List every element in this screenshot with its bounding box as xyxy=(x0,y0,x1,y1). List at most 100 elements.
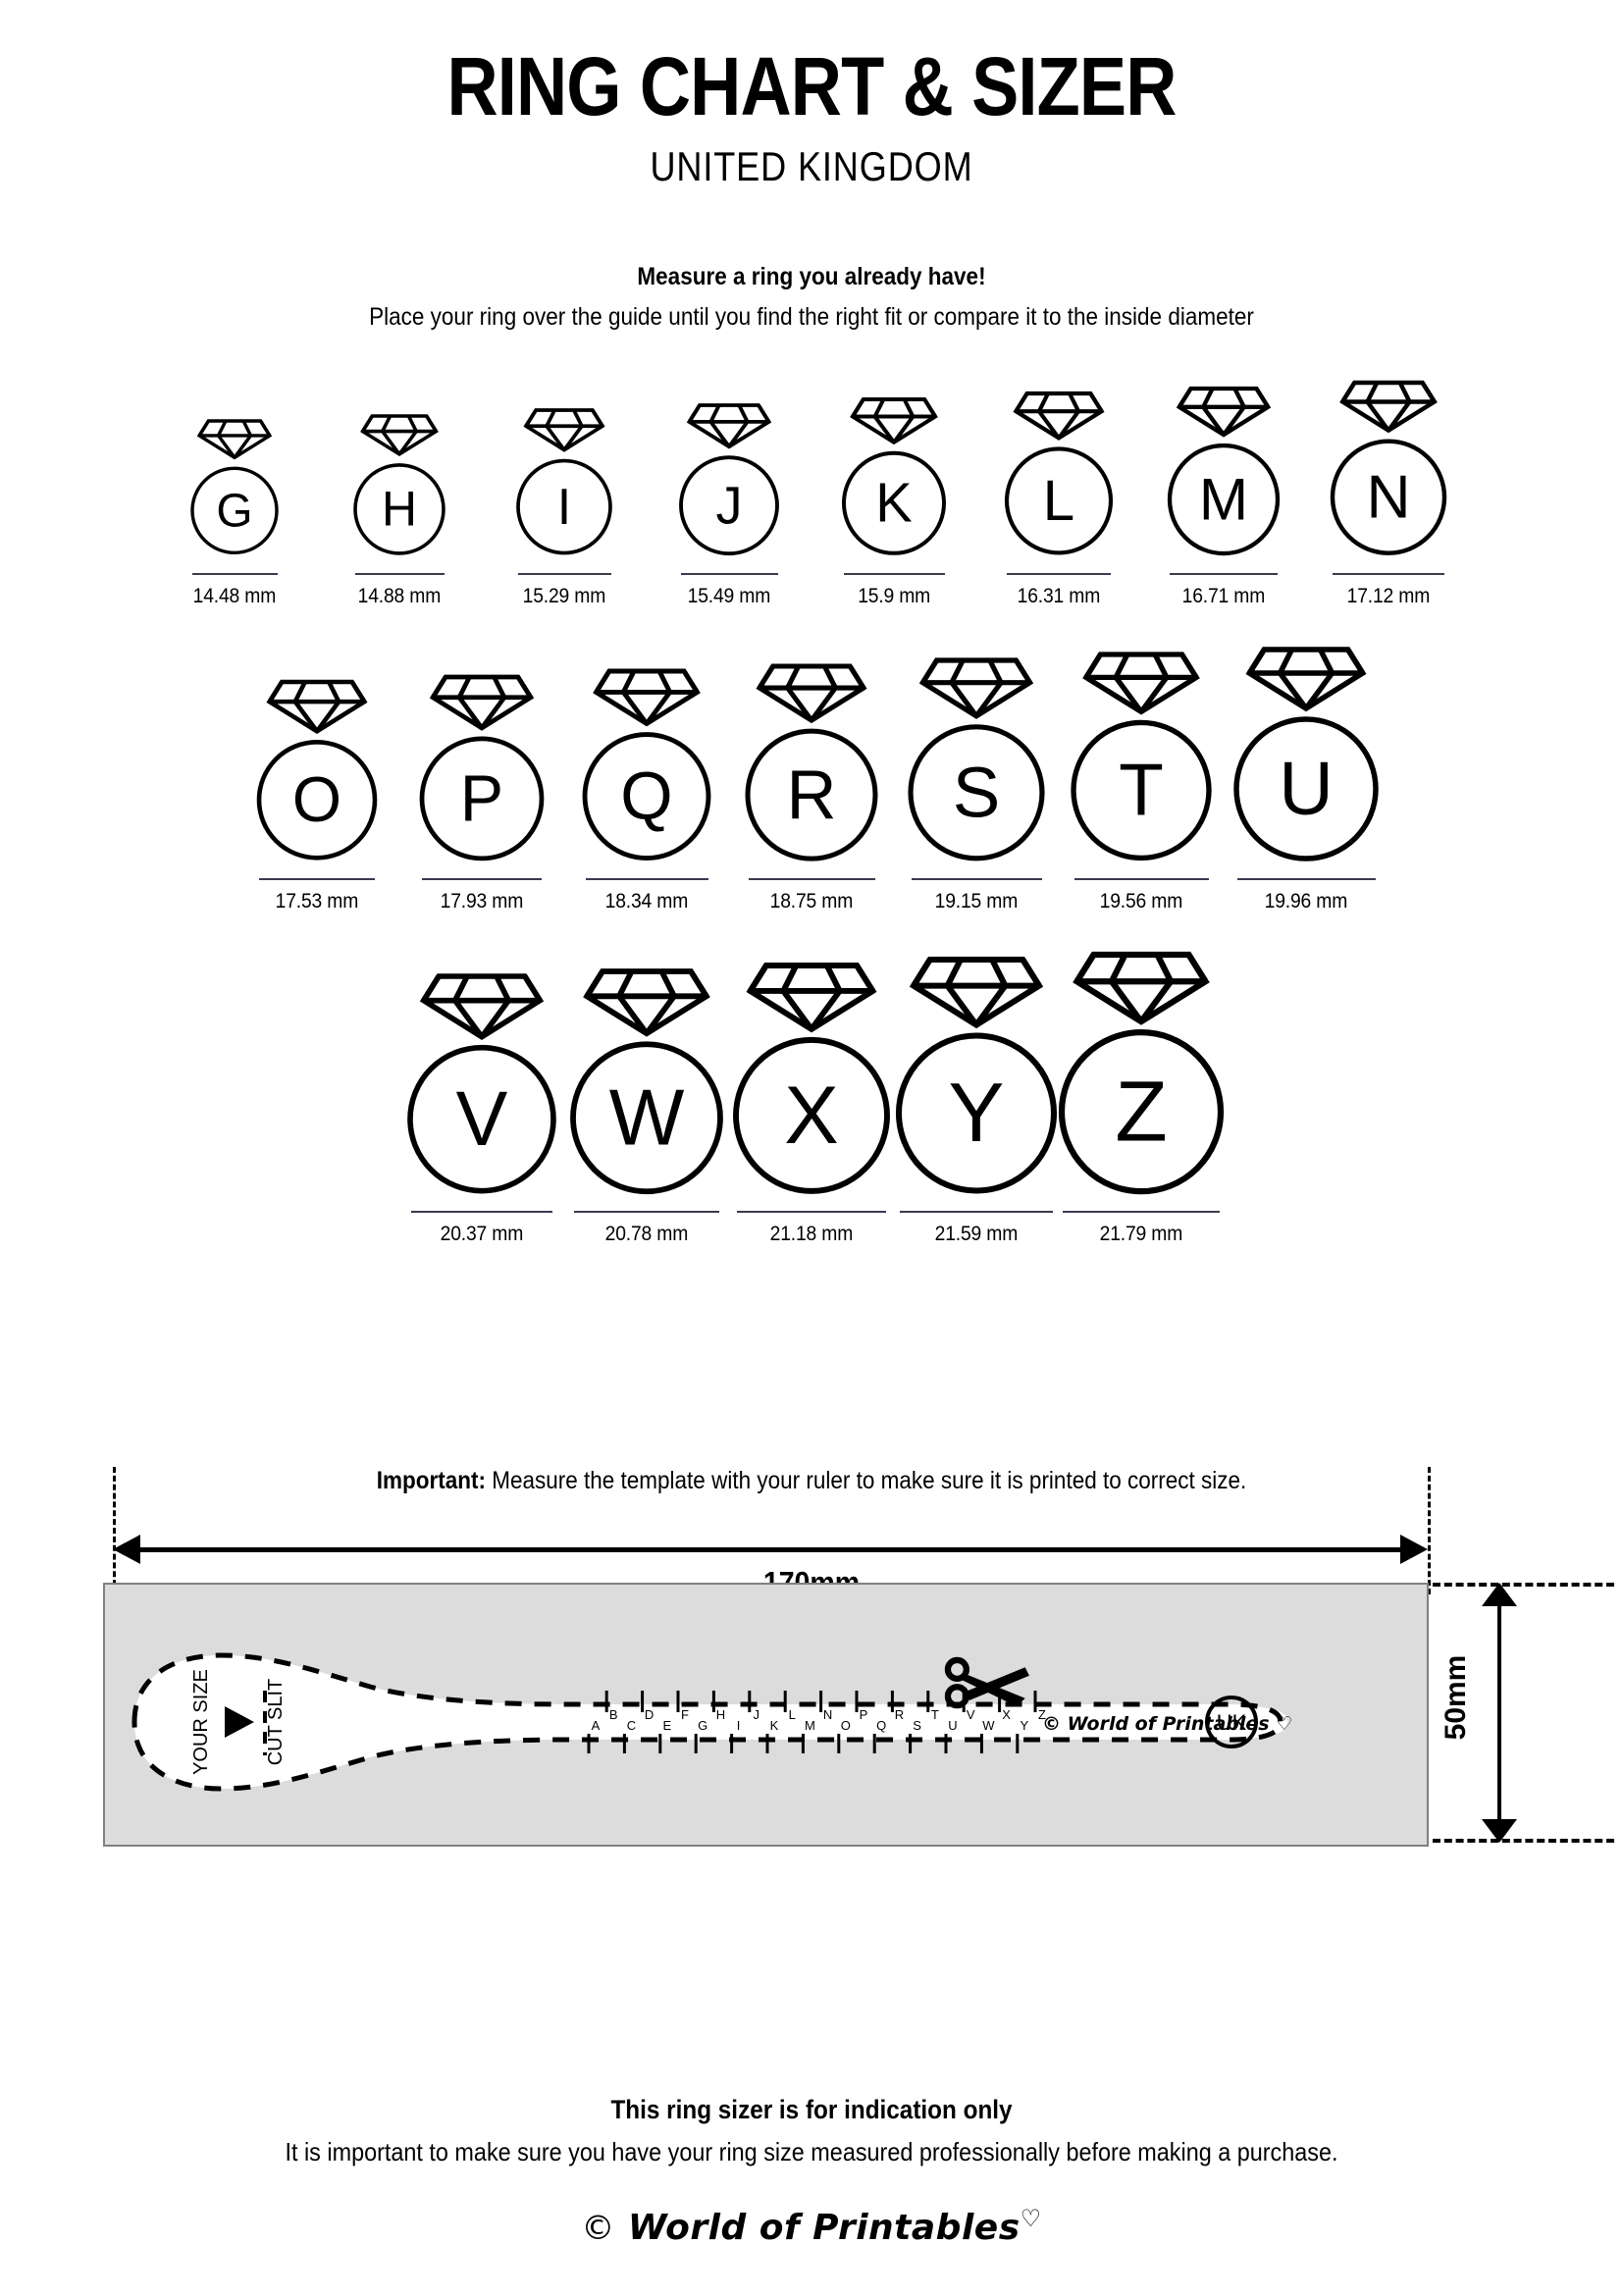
ring-icon: Q xyxy=(582,668,711,861)
ring-sizer-template[interactable]: YOUR SIZE CUT SLIT A C E G I K M O Q S U W Y B D F H J L N P… xyxy=(105,1585,1427,1845)
ring-diameter-label: 15.9 mm xyxy=(858,584,930,607)
ring-icon: P xyxy=(419,674,545,861)
scale-letter: T xyxy=(931,1707,939,1722)
ring-icon: I xyxy=(516,408,612,555)
ring-illustration: G xyxy=(176,417,293,562)
ring-icon: O xyxy=(256,680,378,861)
ring-row: O 17.53 mm P 17.93 mm Q 18.34 mm R 18.75 mm S 19.… xyxy=(0,646,1623,913)
ring-diameter-rule xyxy=(1007,572,1111,575)
footer-heading: This ring sizer is for indication only xyxy=(610,2095,1013,2124)
ring-illustration: X xyxy=(719,962,904,1201)
ring-diameter-rule xyxy=(191,572,278,575)
scale-letter: Y xyxy=(1020,1718,1028,1733)
page-title: RING CHART & SIZER xyxy=(446,40,1177,132)
scale-letter: P xyxy=(860,1707,868,1722)
ring-illustration: L xyxy=(990,390,1127,562)
ring-size-letter: Y xyxy=(949,1068,1005,1161)
important-label: Important: xyxy=(376,1467,486,1494)
ring-size-cell[interactable]: T 19.56 mm xyxy=(1059,651,1224,913)
scale-letter: D xyxy=(645,1707,654,1722)
cut-slit-label: CUT SLIT xyxy=(265,1679,287,1766)
ring-diameter-rule xyxy=(748,877,875,880)
ring-diameter-label: 21.18 mm xyxy=(769,1222,854,1245)
scale-letter: I xyxy=(737,1718,741,1733)
scale-letter: S xyxy=(913,1718,921,1733)
ring-size-cell[interactable]: Y 21.59 mm xyxy=(894,956,1059,1246)
scale-letter: Z xyxy=(1038,1707,1046,1722)
ring-diameter-label: 14.48 mm xyxy=(192,584,277,607)
ring-diameter-label: 18.75 mm xyxy=(769,889,854,913)
ring-diameter-label: 19.15 mm xyxy=(934,889,1019,913)
ring-illustration: N xyxy=(1316,379,1461,563)
ring-size-letter: U xyxy=(1279,747,1334,831)
ring-icon: G xyxy=(190,419,279,555)
ring-size-cell[interactable]: M 16.71 mm xyxy=(1141,385,1306,608)
footer-brand: © World of Printables♡ xyxy=(0,2205,1623,2248)
ring-icon: J xyxy=(679,402,779,555)
important-note: Important: Measure the template with you… xyxy=(81,1467,1543,1495)
ring-size-cell[interactable]: K 15.9 mm xyxy=(812,395,976,608)
ring-icon: N xyxy=(1330,380,1447,555)
ring-illustration: Q xyxy=(568,667,725,868)
ring-size-cell[interactable]: I 15.29 mm xyxy=(482,406,647,608)
height-dimension: 50mm xyxy=(1425,1583,1621,1843)
ring-diameter-rule xyxy=(1170,572,1278,575)
ring-size-cell[interactable]: W 20.78 mm xyxy=(564,967,729,1246)
ring-size-cell[interactable]: V 20.37 mm xyxy=(399,972,564,1246)
ring-diameter-label: 16.71 mm xyxy=(1181,584,1266,607)
ring-diameter-rule xyxy=(737,1210,886,1213)
cut-outline xyxy=(131,1652,1283,1792)
instructions-heading: Measure a ring you already have! xyxy=(637,263,986,290)
footer-detail: It is important to make sure you have yo… xyxy=(285,2137,1338,2166)
scale-letter: F xyxy=(681,1707,689,1722)
sizer-panel: YOUR SIZE CUT SLIT A C E G I K M O Q S U W Y B D F H J L N P… xyxy=(103,1583,1429,1847)
ring-illustration: U xyxy=(1220,646,1392,868)
ring-size-cell[interactable]: P 17.93 mm xyxy=(399,673,564,913)
ring-icon: Y xyxy=(895,957,1058,1194)
ring-size-cell[interactable]: L 16.31 mm xyxy=(976,390,1141,607)
ring-size-letter: W xyxy=(609,1073,685,1162)
ring-diameter-rule xyxy=(259,877,375,880)
ring-size-letter: P xyxy=(460,762,503,835)
ring-size-grid: G 14.48 mm H 14.88 mm I 15.29 mm J 15.49 mm K 15.… xyxy=(0,379,1623,1246)
scale-letter: B xyxy=(609,1707,618,1722)
ring-diameter-label: 20.78 mm xyxy=(604,1222,689,1245)
dimension-tick-left xyxy=(113,1467,116,1594)
ring-icon: K xyxy=(842,396,946,555)
ring-diameter-label: 15.49 mm xyxy=(687,584,771,607)
ring-size-cell[interactable]: Z 21.79 mm xyxy=(1058,951,1225,1246)
ring-size-cell[interactable]: O 17.53 mm xyxy=(235,678,399,913)
arrow-up-head-icon xyxy=(1482,1583,1517,1606)
ring-illustration: J xyxy=(664,401,794,563)
ring-illustration: R xyxy=(731,662,892,868)
height-dash-bottom xyxy=(1433,1839,1614,1843)
ring-illustration: S xyxy=(894,656,1059,868)
ring-size-cell[interactable]: N 17.12 mm xyxy=(1306,379,1471,608)
ring-icon: Z xyxy=(1058,951,1225,1194)
ring-illustration: M xyxy=(1153,385,1294,563)
ring-diameter-rule xyxy=(900,1210,1053,1213)
ring-size-cell[interactable]: R 18.75 mm xyxy=(729,662,894,913)
ring-size-cell[interactable]: X 21.18 mm xyxy=(729,962,894,1246)
ring-size-cell[interactable]: J 15.49 mm xyxy=(647,401,812,608)
ring-diameter-label: 21.59 mm xyxy=(934,1222,1019,1245)
ring-size-cell[interactable]: S 19.15 mm xyxy=(894,656,1059,913)
ring-size-cell[interactable]: U 19.96 mm xyxy=(1224,646,1388,913)
ring-size-cell[interactable]: H 14.88 mm xyxy=(317,412,482,608)
ring-diameter-rule xyxy=(1236,877,1376,880)
ring-row: V 20.37 mm W 20.78 mm X 21.18 mm Y 21.59 mm Z 21.… xyxy=(0,951,1623,1246)
ring-size-letter: H xyxy=(382,481,417,536)
ring-size-cell[interactable]: G 14.48 mm xyxy=(152,417,317,607)
ring-illustration: O xyxy=(242,678,392,867)
ring-icon: T xyxy=(1071,652,1212,861)
ring-size-letter: J xyxy=(715,476,742,535)
ring-icon: H xyxy=(353,413,445,555)
ring-illustration: I xyxy=(501,406,627,563)
ring-icon: V xyxy=(407,973,556,1194)
ring-diameter-rule xyxy=(574,1210,719,1213)
ring-illustration: K xyxy=(827,395,961,563)
ring-illustration: W xyxy=(556,967,737,1201)
ring-size-cell[interactable]: Q 18.34 mm xyxy=(564,667,729,913)
ring-size-letter: S xyxy=(953,753,1001,832)
ring-diameter-rule xyxy=(911,877,1042,880)
